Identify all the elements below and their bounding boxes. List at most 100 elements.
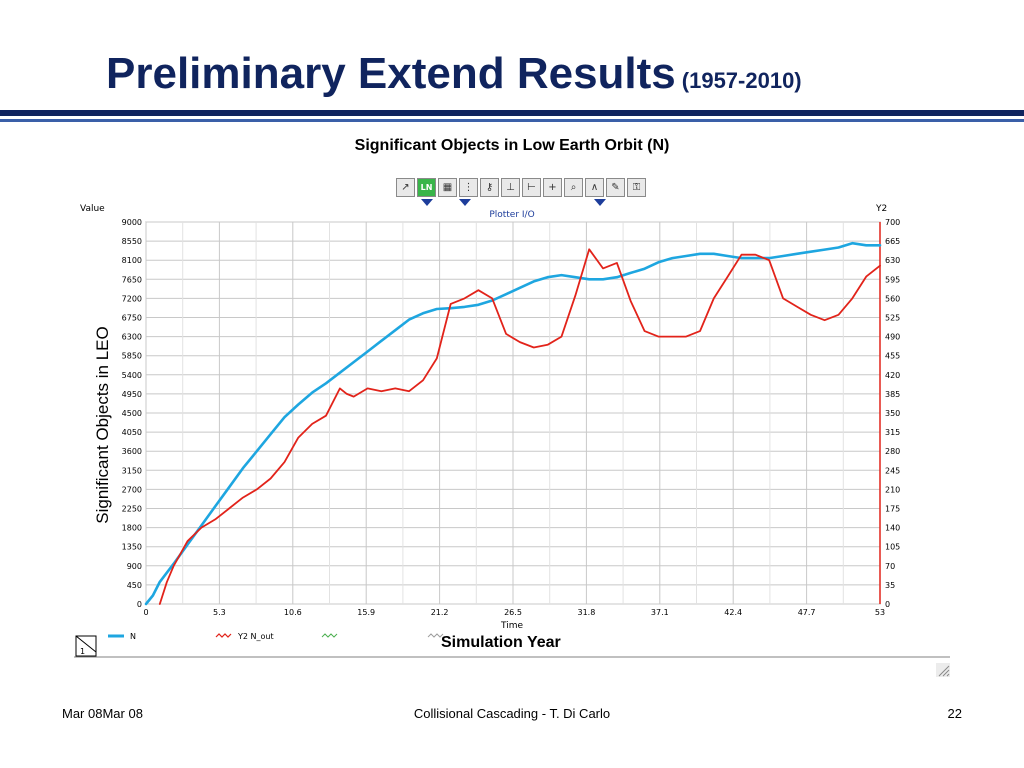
y-tick-label: 900 [127, 562, 142, 571]
slide-title: Preliminary Extend Results (1957-2010) [106, 44, 802, 111]
legend-label-nout: Y2 N_out [237, 632, 274, 641]
time-label: Time [500, 621, 523, 631]
y2-tick-label: 350 [885, 409, 900, 418]
y-tick-label: 5400 [122, 371, 142, 380]
x-tick-label: 53 [875, 608, 885, 617]
y-tick-label: 7650 [122, 275, 142, 284]
y2-tick-label: 385 [885, 390, 900, 399]
y2-tick-label: 315 [885, 428, 900, 437]
lock-icon[interactable]: ⚿ [627, 178, 646, 197]
series-lines [144, 241, 882, 606]
y2-tick-label: 0 [885, 600, 890, 609]
resize-grip-icon[interactable] [936, 663, 950, 677]
value-label: Value [80, 204, 105, 214]
title-rule-thick [0, 110, 1024, 116]
y-tick-label: 450 [127, 581, 142, 590]
y2-tick-label: 595 [885, 275, 900, 284]
x-tick-label: 10.6 [284, 608, 302, 617]
x-tick-label: 21.2 [431, 608, 449, 617]
title-sub: (1957-2010) [681, 68, 802, 93]
axis-xy-icon[interactable]: + [543, 178, 562, 197]
toolbar-marker-arrow [421, 199, 433, 206]
y-tick-label: 8550 [122, 237, 142, 246]
y-tick-label: 4500 [122, 409, 142, 418]
y2-tick-label: 630 [885, 256, 900, 265]
y-tick-label: 2700 [122, 485, 142, 494]
y2-tick-label: 490 [885, 333, 900, 342]
x-axis-title: Simulation Year [441, 634, 561, 651]
y2-tick-label: 700 [885, 218, 900, 227]
y-tick-label: 8100 [122, 256, 142, 265]
y-tick-label: 4050 [122, 428, 142, 437]
x-tick-label: 37.1 [651, 608, 669, 617]
y2-tick-labels: 0 35 70 105 140 175 210 245 280 315 350 385 420 455 49… [885, 218, 900, 609]
y2-tick-label: 245 [885, 466, 900, 475]
series-line-n [144, 241, 882, 606]
y2-tick-label: 665 [885, 237, 900, 246]
footer-page-number: 22 [947, 706, 962, 721]
legend-index-diagonal [75, 635, 97, 653]
legend-index: 1 [80, 647, 85, 656]
axis-y-icon[interactable]: ⊢ [522, 178, 541, 197]
legend-swatch-gray [427, 633, 444, 638]
scale-icon[interactable]: ∧ [585, 178, 604, 197]
y-tick-label: 6300 [122, 333, 142, 342]
footer-date: Mar 08Mar 08 [62, 706, 143, 721]
title-rule-thin [0, 119, 1024, 122]
y2-tick-label: 175 [885, 505, 900, 514]
chart-heading: Significant Objects in Low Earth Orbit (… [354, 137, 670, 154]
grid-lines [145, 221, 881, 605]
legend-label-n: N [130, 632, 136, 641]
x-tick-label: 42.4 [724, 608, 742, 617]
legend-swatch-green [321, 633, 338, 638]
x-tick-label: 15.9 [357, 608, 375, 617]
key-icon[interactable]: ⚷ [480, 178, 499, 197]
ln-icon[interactable]: LN [417, 178, 436, 197]
plot-type-icon[interactable]: ↗ [396, 178, 415, 197]
y-tick-label: 1800 [122, 524, 142, 533]
legend: 1 N Y2 N_out [75, 632, 444, 657]
y2-tick-label: 70 [885, 562, 895, 571]
title-main: Preliminary Extend Results [106, 49, 676, 98]
y2-tick-label: 105 [885, 543, 900, 552]
y2-tick-label: 140 [885, 524, 900, 533]
y-tick-labels: 0 450 900 1350 1800 2250 2700 3150 3600 4050 4500 4… [122, 218, 142, 609]
legend-swatch-nout [215, 633, 232, 638]
y-axis-title: Significant Objects in LEO [93, 326, 112, 524]
x-tick-label: 31.8 [577, 608, 595, 617]
y-tick-label: 1350 [122, 543, 142, 552]
legend-index-box[interactable] [75, 635, 97, 657]
y-tick-label: 3150 [122, 466, 142, 475]
x-tick-label: 47.7 [798, 608, 816, 617]
y-tick-label: 7200 [122, 294, 142, 303]
plotter-chart: Value Y2 Plotter I/O 0450900135018002250… [74, 204, 950, 677]
footer-center: Collisional Cascading - T. Di Carlo [413, 706, 611, 721]
toolbar-marker-arrow [459, 199, 471, 206]
plotter-toolbar: ↗ LN ▦ ⋮ ⚷ ⊥ ⊢ + ⌕ ∧ ✎ ⚿ [396, 178, 646, 197]
x-tick-label: 26.5 [504, 608, 522, 617]
series-line-nout [158, 248, 881, 605]
y2-label: Y2 [875, 204, 887, 214]
y2-tick-label: 560 [885, 294, 900, 303]
y-tick-label: 5850 [122, 352, 142, 361]
y-tick-label: 9000 [122, 218, 142, 227]
y-tick-label: 0 [137, 600, 142, 609]
y-tick-label: 6750 [122, 314, 142, 323]
y-tick-label: 4950 [122, 390, 142, 399]
y2-tick-label: 525 [885, 314, 900, 323]
x-tick-label: 5.3 [213, 608, 226, 617]
y2-tick-label: 280 [885, 447, 900, 456]
axis-x-icon[interactable]: ⊥ [501, 178, 520, 197]
y2-tick-label: 420 [885, 371, 900, 380]
toolbar-marker-arrow [594, 199, 606, 206]
table-icon[interactable]: ▦ [438, 178, 457, 197]
pencil-icon[interactable]: ✎ [606, 178, 625, 197]
y2-tick-label: 35 [885, 581, 895, 590]
x-tick-label: 0 [143, 608, 148, 617]
x-tick-labels: 0 5.3 10.6 15.9 21.2 26.5 31.8 37.1 42.4 47.7 53 [143, 608, 885, 617]
grid-icon[interactable]: ⋮ [459, 178, 478, 197]
y2-tick-label: 210 [885, 485, 900, 494]
zoom-icon[interactable]: ⌕ [564, 178, 583, 197]
y-tick-label: 3600 [122, 447, 142, 456]
y2-tick-label: 455 [885, 352, 900, 361]
